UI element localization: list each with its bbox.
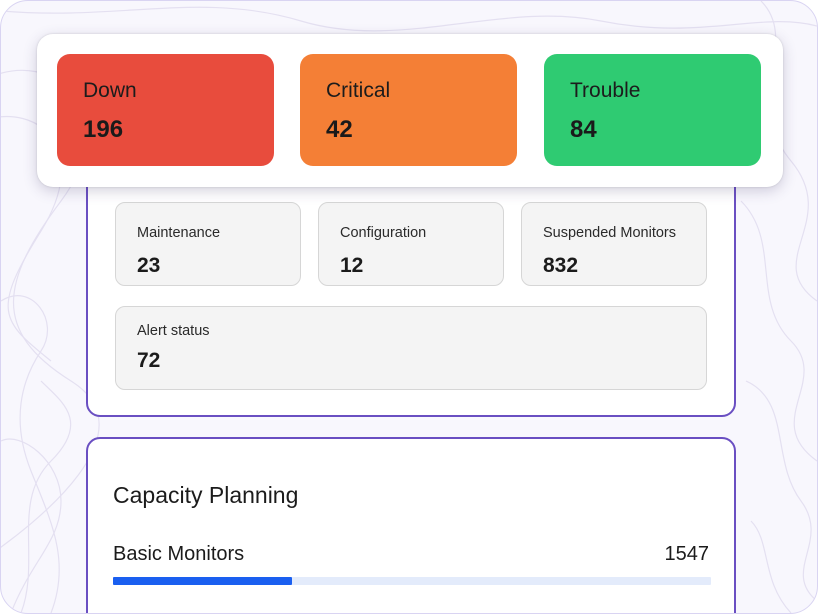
suspended-monitors-label: Suspended Monitors bbox=[543, 225, 676, 241]
status-panel: Maintenance 23 Configuration 12 Suspende… bbox=[86, 151, 736, 417]
trouble-label: Trouble bbox=[570, 79, 641, 102]
basic-monitors-count: 1547 bbox=[664, 543, 710, 565]
alert-summary-card: Down 196 Critical 42 Trouble 84 bbox=[37, 34, 783, 187]
suspended-monitors-card[interactable]: Suspended Monitors 832 bbox=[521, 202, 707, 286]
suspended-monitors-count: 832 bbox=[543, 254, 579, 277]
critical-tile[interactable]: Critical 42 bbox=[300, 54, 517, 166]
maintenance-card[interactable]: Maintenance 23 bbox=[115, 202, 301, 286]
critical-label: Critical bbox=[326, 79, 391, 102]
capacity-planning-title: Capacity Planning bbox=[113, 482, 299, 508]
basic-monitors-label: Basic Monitors bbox=[113, 543, 245, 565]
maintenance-label: Maintenance bbox=[137, 225, 221, 241]
configuration-card[interactable]: Configuration 12 bbox=[318, 202, 504, 286]
alert-status-count: 72 bbox=[137, 349, 161, 372]
capacity-planning-panel: Capacity Planning Basic Monitors 1547 bbox=[86, 437, 736, 613]
basic-monitors-progress-fill bbox=[113, 577, 293, 585]
down-label: Down bbox=[83, 79, 137, 102]
down-count: 196 bbox=[83, 116, 124, 143]
maintenance-count: 23 bbox=[137, 254, 161, 277]
trouble-count: 84 bbox=[570, 116, 597, 143]
alert-status-card[interactable]: Alert status 72 bbox=[115, 306, 707, 390]
alert-status-label: Alert status bbox=[137, 323, 210, 339]
down-tile[interactable]: Down 196 bbox=[57, 54, 274, 166]
basic-monitors-progress-track bbox=[113, 577, 711, 585]
critical-count: 42 bbox=[326, 116, 353, 143]
trouble-tile[interactable]: Trouble 84 bbox=[544, 54, 761, 166]
configuration-count: 12 bbox=[340, 254, 364, 277]
configuration-label: Configuration bbox=[340, 225, 427, 241]
